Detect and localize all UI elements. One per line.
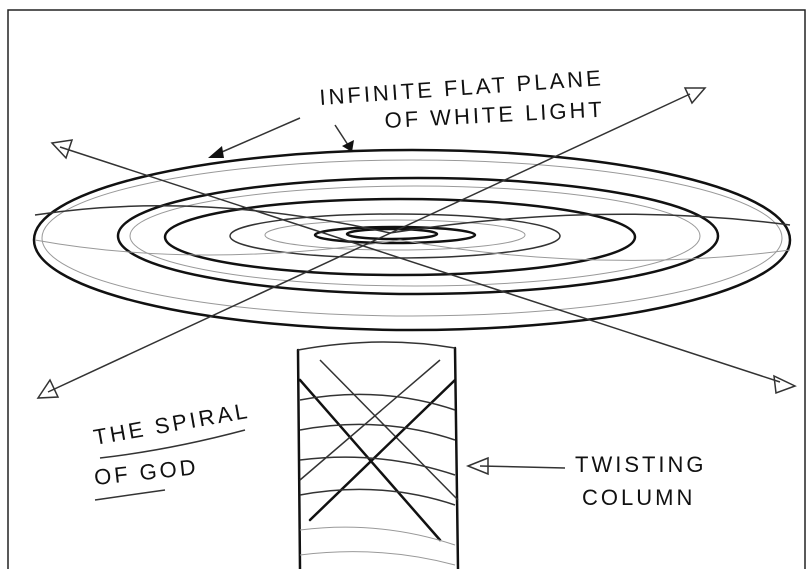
pointer-arrows: [208, 117, 566, 476]
frame: [7, 9, 806, 569]
label: TWISTING: [575, 452, 707, 477]
underlines: [94, 429, 246, 501]
axis-arrows: [36, 87, 797, 399]
twisting-column: [296, 341, 460, 569]
label: COLUMN: [582, 485, 695, 510]
